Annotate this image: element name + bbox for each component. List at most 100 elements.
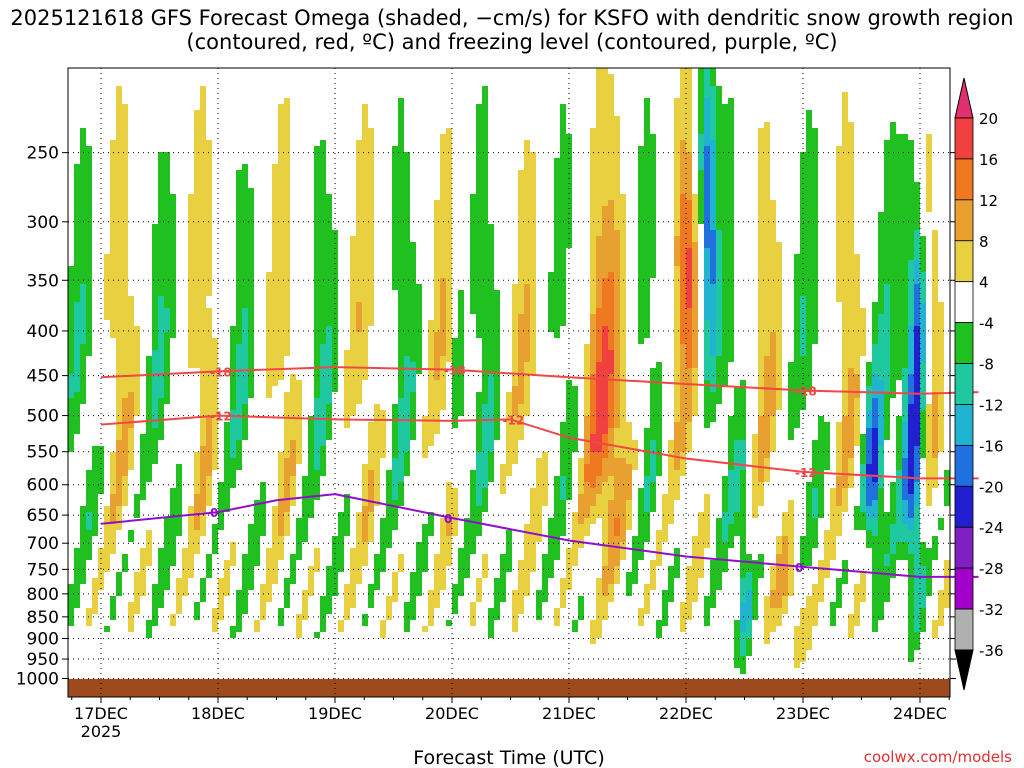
omega-cell bbox=[740, 470, 746, 476]
omega-cell bbox=[242, 236, 248, 242]
omega-cell bbox=[242, 602, 248, 608]
omega-cell bbox=[326, 374, 332, 380]
omega-cell bbox=[350, 302, 356, 308]
omega-cell bbox=[146, 422, 152, 428]
omega-cell bbox=[212, 386, 218, 392]
omega-cell bbox=[374, 410, 380, 416]
omega-cell bbox=[392, 584, 398, 590]
omega-cell bbox=[164, 188, 170, 194]
omega-cell bbox=[368, 512, 374, 518]
omega-cell bbox=[512, 422, 518, 428]
omega-cell bbox=[404, 224, 410, 230]
omega-cell bbox=[200, 188, 206, 194]
omega-cell bbox=[80, 380, 86, 386]
omega-cell bbox=[74, 356, 80, 362]
omega-cell bbox=[440, 284, 446, 290]
omega-cell bbox=[302, 524, 308, 530]
omega-cell bbox=[680, 218, 686, 224]
omega-cell bbox=[596, 68, 602, 74]
omega-cell bbox=[476, 596, 482, 602]
omega-cell bbox=[758, 320, 764, 326]
omega-cell bbox=[350, 260, 356, 266]
omega-cell bbox=[284, 440, 290, 446]
omega-cell bbox=[284, 392, 290, 398]
omega-cell bbox=[680, 116, 686, 122]
omega-cell bbox=[86, 476, 92, 482]
omega-cell bbox=[614, 368, 620, 374]
omega-cell bbox=[518, 398, 524, 404]
omega-cell bbox=[530, 344, 536, 350]
omega-cell bbox=[302, 488, 308, 494]
omega-cell bbox=[230, 548, 236, 554]
omega-cell bbox=[356, 200, 362, 206]
omega-cell bbox=[410, 350, 416, 356]
omega-cell bbox=[626, 500, 632, 506]
omega-cell bbox=[158, 290, 164, 296]
omega-cell bbox=[674, 560, 680, 566]
omega-cell bbox=[686, 278, 692, 284]
omega-cell bbox=[470, 200, 476, 206]
omega-cell bbox=[74, 422, 80, 428]
omega-cell bbox=[488, 446, 494, 452]
omega-cell bbox=[134, 374, 140, 380]
omega-cell bbox=[596, 470, 602, 476]
omega-cell bbox=[620, 272, 626, 278]
omega-cell bbox=[374, 404, 380, 410]
omega-cell bbox=[458, 290, 464, 296]
omega-cell bbox=[152, 374, 158, 380]
omega-cell bbox=[242, 560, 248, 566]
omega-cell bbox=[704, 530, 710, 536]
omega-cell bbox=[116, 98, 122, 104]
omega-cell bbox=[680, 296, 686, 302]
omega-cell bbox=[560, 206, 566, 212]
omega-cell bbox=[158, 176, 164, 182]
omega-cell bbox=[488, 308, 494, 314]
omega-cell bbox=[374, 422, 380, 428]
omega-cell bbox=[524, 254, 530, 260]
omega-cell bbox=[380, 620, 386, 626]
omega-cell bbox=[482, 284, 488, 290]
omega-cell bbox=[596, 488, 602, 494]
omega-cell bbox=[200, 182, 206, 188]
omega-cell bbox=[644, 536, 650, 542]
omega-cell bbox=[386, 542, 392, 548]
omega-cell bbox=[272, 320, 278, 326]
omega-cell bbox=[542, 488, 548, 494]
omega-cell bbox=[176, 506, 182, 512]
omega-cell bbox=[656, 536, 662, 542]
omega-cell bbox=[440, 374, 446, 380]
omega-cell bbox=[608, 434, 614, 440]
omega-cell bbox=[602, 428, 608, 434]
omega-cell bbox=[614, 194, 620, 200]
omega-cell bbox=[194, 164, 200, 170]
omega-cell bbox=[608, 176, 614, 182]
omega-cell bbox=[404, 434, 410, 440]
omega-cell bbox=[656, 374, 662, 380]
omega-cell bbox=[362, 170, 368, 176]
omega-cell bbox=[482, 374, 488, 380]
omega-cell bbox=[500, 572, 506, 578]
omega-cell bbox=[338, 524, 344, 530]
omega-cell bbox=[374, 440, 380, 446]
omega-cell bbox=[656, 392, 662, 398]
omega-cell bbox=[446, 344, 452, 350]
omega-cell bbox=[590, 434, 596, 440]
omega-cell bbox=[614, 206, 620, 212]
omega-cell bbox=[236, 596, 242, 602]
omega-cell bbox=[710, 248, 716, 254]
omega-cell bbox=[170, 254, 176, 260]
omega-cell bbox=[518, 224, 524, 230]
omega-cell bbox=[638, 236, 644, 242]
omega-cell bbox=[350, 572, 356, 578]
omega-cell bbox=[308, 512, 314, 518]
omega-cell bbox=[110, 548, 116, 554]
omega-cell bbox=[242, 344, 248, 350]
omega-cell bbox=[710, 272, 716, 278]
omega-cell bbox=[428, 428, 434, 434]
omega-cell bbox=[734, 446, 740, 452]
omega-cell bbox=[122, 434, 128, 440]
omega-cell bbox=[530, 560, 536, 566]
omega-cell bbox=[470, 530, 476, 536]
omega-cell bbox=[728, 434, 734, 440]
omega-cell bbox=[86, 314, 92, 320]
